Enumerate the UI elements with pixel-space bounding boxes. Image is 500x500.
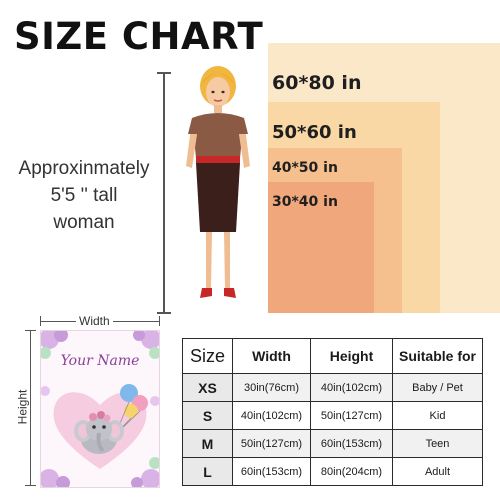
width-dimension-right-cap (159, 316, 160, 326)
size-label-40x50: 40*50 in (272, 160, 338, 176)
height-cell: 60in(153cm) (310, 429, 393, 458)
header-suitable-for: Suitable for (392, 338, 483, 374)
height-label: Height (15, 386, 30, 428)
model-height-caption: Approxinmately 5'5 '' tall woman (18, 155, 150, 236)
model-caption-line-2: 5'5 '' tall woman (50, 185, 118, 233)
table-row: XS 30in(76cm) 40in(102cm) Baby / Pet (182, 373, 483, 402)
size-chart-title: SIZE CHART (14, 15, 264, 58)
woman-illustration (186, 66, 250, 298)
blanket-artwork (41, 331, 159, 487)
height-bracket-line (163, 73, 165, 313)
size-cell: XS (182, 373, 233, 402)
height-dimension-top-cap (25, 330, 36, 331)
height-dimension-line (30, 330, 31, 486)
width-dimension-left-cap (40, 316, 41, 326)
table-row: L 60in(153cm) 80in(204cm) Adult (182, 457, 483, 486)
blanket-name-text: Your Name (60, 353, 140, 369)
height-bracket-top-cap (157, 72, 171, 74)
suitable-cell: Baby / Pet (392, 373, 483, 402)
size-label-50x60: 50*60 in (272, 122, 357, 143)
height-dimension-bottom-cap (25, 485, 36, 486)
table-row: M 50in(127cm) 60in(153cm) Teen (182, 429, 483, 458)
size-table: Size Width Height Suitable for XS 30in(7… (182, 338, 483, 486)
size-box-30x40 (268, 182, 374, 313)
model-caption-line-1: Approxinmately (18, 158, 150, 179)
table-row: S 40in(102cm) 50in(127cm) Kid (182, 401, 483, 430)
width-cell: 30in(76cm) (232, 373, 311, 402)
height-cell: 40in(102cm) (310, 373, 393, 402)
size-label-30x40: 30*40 in (272, 194, 338, 210)
width-cell: 60in(153cm) (232, 457, 311, 486)
height-bracket-bottom-cap (157, 312, 171, 314)
suitable-cell: Kid (392, 401, 483, 430)
blanket-preview: Your Name (40, 330, 160, 488)
header-width: Width (232, 338, 311, 374)
header-height: Height (310, 338, 393, 374)
header-size: Size (182, 338, 233, 374)
table-header-row: Size Width Height Suitable for (182, 338, 483, 374)
width-cell: 50in(127cm) (232, 429, 311, 458)
suitable-cell: Adult (392, 457, 483, 486)
size-cell: S (182, 401, 233, 430)
height-cell: 80in(204cm) (310, 457, 393, 486)
width-cell: 40in(102cm) (232, 401, 311, 430)
size-cell: L (182, 457, 233, 486)
size-label-60x80: 60*80 in (272, 72, 362, 94)
width-label: Width (76, 314, 113, 328)
size-cell: M (182, 429, 233, 458)
suitable-cell: Teen (392, 429, 483, 458)
height-cell: 50in(127cm) (310, 401, 393, 430)
